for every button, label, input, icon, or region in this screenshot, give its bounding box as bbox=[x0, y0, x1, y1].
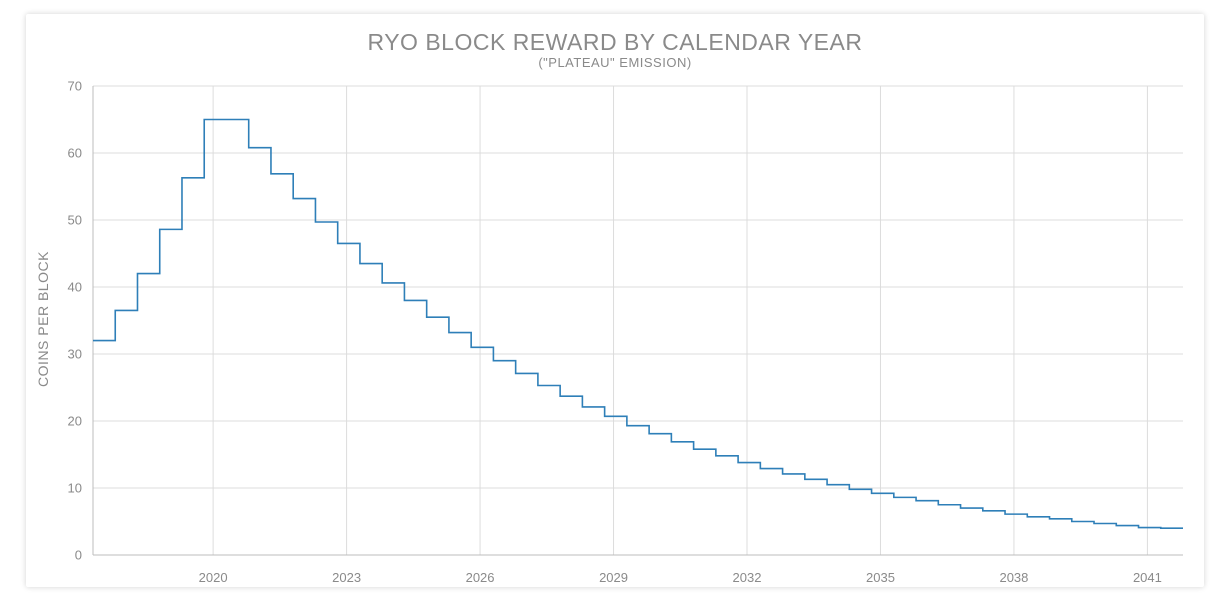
y-tick-label: 20 bbox=[68, 414, 82, 429]
chart-card bbox=[26, 14, 1204, 587]
x-tick-label: 2026 bbox=[466, 570, 495, 585]
y-tick-label: 50 bbox=[68, 213, 82, 228]
y-tick-label: 40 bbox=[68, 280, 82, 295]
y-tick-label: 10 bbox=[68, 481, 82, 496]
y-axis-label: COINS PER BLOCK bbox=[35, 251, 51, 387]
x-tick-label: 2032 bbox=[733, 570, 762, 585]
x-tick-label: 2035 bbox=[866, 570, 895, 585]
chart-title: RYO BLOCK REWARD BY CALENDAR YEAR bbox=[368, 29, 863, 55]
x-tick-label: 2029 bbox=[599, 570, 628, 585]
y-tick-label: 30 bbox=[68, 347, 82, 362]
y-tick-label: 70 bbox=[68, 79, 82, 94]
x-tick-label: 2038 bbox=[999, 570, 1028, 585]
y-tick-label: 60 bbox=[68, 146, 82, 161]
chart-subtitle: ("PLATEAU" EMISSION) bbox=[538, 55, 691, 70]
x-tick-label: 2020 bbox=[199, 570, 228, 585]
x-tick-label: 2023 bbox=[332, 570, 361, 585]
reward-step-line bbox=[93, 118, 1183, 529]
x-tick-label: 2041 bbox=[1133, 570, 1162, 585]
y-tick-label: 0 bbox=[75, 548, 82, 563]
